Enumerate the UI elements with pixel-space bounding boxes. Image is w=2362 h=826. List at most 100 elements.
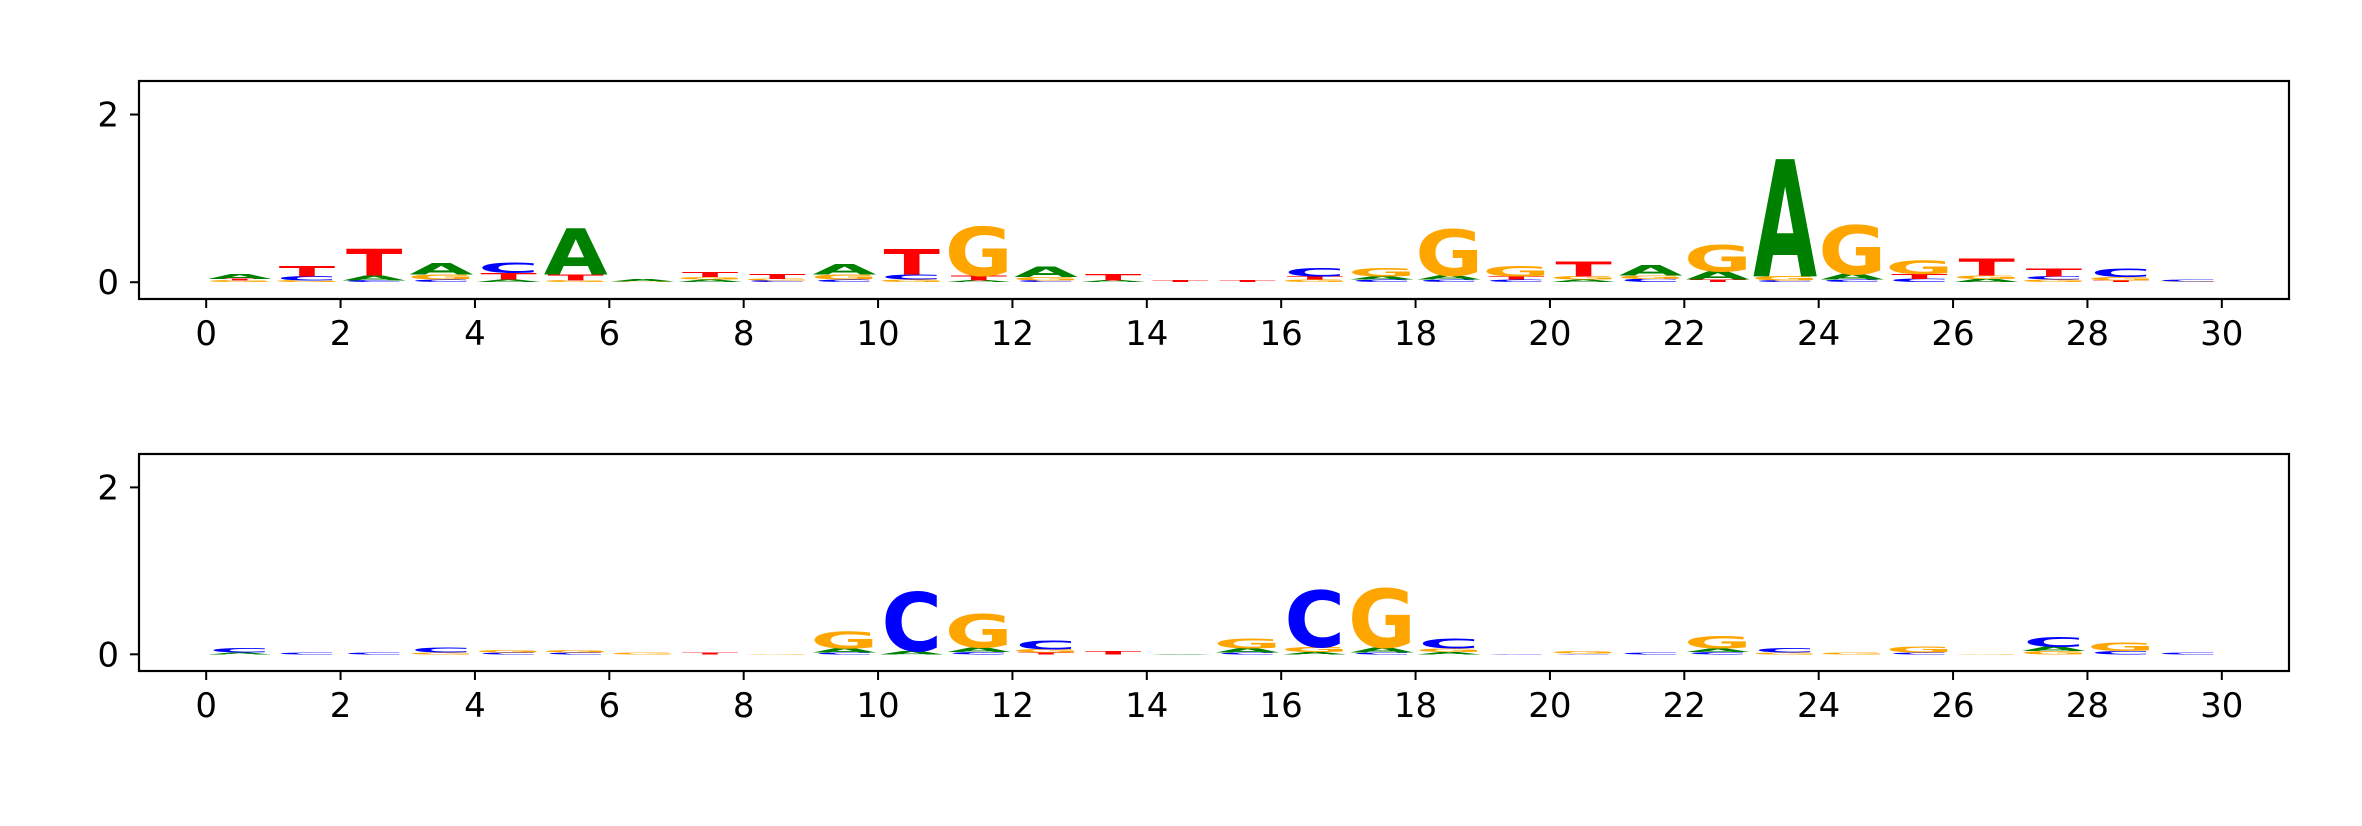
logo-letter-G: G xyxy=(609,652,677,655)
logo-letter-T: T xyxy=(1891,273,1947,281)
x-tick-label: 6 xyxy=(598,686,620,726)
logo-letter-A: A xyxy=(2022,646,2087,653)
logo-letter-G: G xyxy=(475,649,543,653)
x-tick-label: 0 xyxy=(195,314,217,354)
logo-letter-C: C xyxy=(2158,279,2219,282)
logo-letter-A: A xyxy=(1283,651,1347,655)
y-tick-label: 0 xyxy=(97,263,119,303)
logo-letter-C: C xyxy=(344,280,405,283)
logo-letter-C: C xyxy=(277,652,338,655)
plot-frame xyxy=(137,79,2291,301)
x-tick-label: 18 xyxy=(1394,314,1437,354)
x-tick-label: 2 xyxy=(330,686,352,726)
logo-letter-G: G xyxy=(743,653,811,654)
logo-letter-A: A xyxy=(947,280,1011,283)
logo-letter-G: G xyxy=(1684,633,1752,653)
logo-letter-T: T xyxy=(1085,650,1141,655)
logo-letter-T: T xyxy=(682,271,738,279)
logo-letter-T: T xyxy=(279,264,336,280)
logo-letter-A: A xyxy=(1686,648,1751,653)
x-tick-label: 30 xyxy=(2200,686,2243,726)
logo-letter-C: C xyxy=(1889,652,1950,655)
x-tick-label: 16 xyxy=(1260,686,1303,726)
logo-letter-C: C xyxy=(2158,652,2219,655)
logo-letter-C: C xyxy=(478,260,539,276)
logo-letter-C: C xyxy=(948,651,1009,655)
logo-letter-C: C xyxy=(2091,650,2152,655)
logo-letter-C: C xyxy=(344,652,405,655)
x-tick-label: 12 xyxy=(991,314,1034,354)
logo-letter-C: C xyxy=(1284,575,1345,665)
logo-letter-G: G xyxy=(1415,648,1483,653)
logo-letter-T: T xyxy=(480,271,536,282)
logo-letter-T: T xyxy=(1219,280,1276,283)
logo-letter-G: G xyxy=(2087,276,2155,281)
logo-letter-T: T xyxy=(951,274,1007,282)
logo-letter-C: C xyxy=(209,647,270,654)
logo-letter-G: G xyxy=(1818,652,1886,655)
logo-letter-A: A xyxy=(1820,272,1885,281)
logo-letter-G: G xyxy=(1214,636,1282,652)
logo-letter-A: A xyxy=(1350,646,1415,654)
logo-letter-T: T xyxy=(682,652,739,655)
x-tick-label: 10 xyxy=(856,314,899,354)
logo-letter-T: T xyxy=(346,242,403,285)
logo-letter-T: T xyxy=(1085,272,1141,283)
x-tick-label: 24 xyxy=(1797,314,1840,354)
logo-letter-C: C xyxy=(814,652,875,655)
plot-frame xyxy=(137,452,2291,673)
logo-letter-G: G xyxy=(676,277,744,281)
x-tick-label: 12 xyxy=(991,686,1034,726)
logo-letter-C: C xyxy=(1352,652,1413,655)
x-tick-label: 26 xyxy=(1931,686,1974,726)
logo-letter-G: G xyxy=(1818,212,1886,290)
logo-letter-G: G xyxy=(1348,574,1416,667)
logo-letter-G: G xyxy=(2154,281,2222,282)
logo-letter-A: A xyxy=(880,650,945,655)
logo-letter-C: C xyxy=(2024,275,2085,280)
x-tick-label: 2 xyxy=(330,314,352,354)
x-tick-label: 18 xyxy=(1394,686,1437,726)
y-tick-label: 2 xyxy=(97,468,119,508)
logo-letter-A: A xyxy=(812,647,877,654)
logo-letter-C: C xyxy=(1755,647,1816,654)
logo-letter-G: G xyxy=(1684,238,1752,281)
logo-letter-A: A xyxy=(1955,278,2020,283)
logo-letter-G: G xyxy=(1550,275,1618,280)
logo-letter-C: C xyxy=(1688,651,1749,655)
logo-letter-C: C xyxy=(1217,652,1278,655)
logo-letter-T: T xyxy=(212,278,269,281)
logo-letter-C: C xyxy=(277,275,338,282)
logo-letter-T: T xyxy=(1690,279,1747,283)
logo-letter-G: G xyxy=(1482,264,1550,280)
logo-letter-C: C xyxy=(1755,280,1816,283)
logo-letter-T: T xyxy=(1958,255,2015,281)
logo-letter-A: A xyxy=(1417,651,1481,655)
x-tick-label: 24 xyxy=(1797,686,1840,726)
x-tick-label: 6 xyxy=(598,314,620,354)
logo-letter-G: G xyxy=(273,280,341,283)
logo-letter-G: G xyxy=(407,273,475,281)
x-tick-label: 4 xyxy=(464,314,486,354)
logo-letter-G: G xyxy=(1348,266,1416,279)
logo-letter-C: C xyxy=(1016,280,1077,283)
logo-letter-A: A xyxy=(1552,279,1616,283)
logo-letter-G: G xyxy=(1751,652,1819,655)
logo-letter-C: C xyxy=(1419,636,1480,652)
x-tick-label: 8 xyxy=(733,686,755,726)
x-tick-label: 16 xyxy=(1260,314,1303,354)
x-tick-label: 20 xyxy=(1528,686,1571,726)
y-tick-label: 2 xyxy=(97,96,119,136)
logo-letter-G: G xyxy=(743,278,811,281)
logo-letter-A: A xyxy=(208,652,272,655)
logo-letter-A: A xyxy=(477,279,541,283)
x-tick-label: 22 xyxy=(1663,314,1706,354)
logo-letter-C: C xyxy=(1486,279,1547,283)
logo-letter-G: G xyxy=(1550,650,1618,654)
x-tick-label: 14 xyxy=(1125,314,1168,354)
logo-letter-A: A xyxy=(1014,264,1078,280)
logo-letter-A: A xyxy=(1753,128,1817,315)
logo-letter-G: G xyxy=(542,280,610,283)
